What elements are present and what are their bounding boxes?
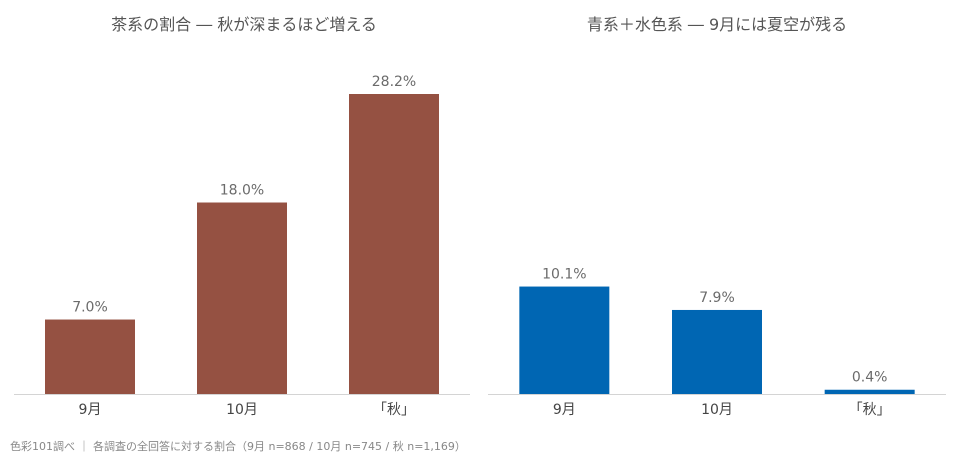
x-tick-label: 10月 [226, 402, 258, 418]
footnote: 色彩101調べ ｜ 各調査の全回答に対する割合（9月 n=868 / 10月 n… [10, 439, 466, 453]
chart-title: 青系＋水色系 ― 9月には夏空が残る [587, 15, 847, 34]
x-tick-label: 9月 [79, 402, 102, 418]
bar [519, 286, 610, 394]
bar [197, 202, 287, 394]
data-label: 10.1% [542, 267, 586, 283]
chart-title: 茶系の割合 ― 秋が深まるほど増える [111, 15, 377, 34]
data-label: 18.0% [220, 183, 264, 199]
bar [45, 319, 135, 394]
bar [672, 309, 762, 394]
x-tick-label: 9月 [553, 402, 576, 418]
chart-panel-2: 青系＋水色系 ― 9月には夏空が残る 10.1% 9月 7.9% 10月 0.4% 「秋」 [488, 15, 946, 418]
data-label: 0.4% [852, 370, 888, 386]
data-label: 7.9% [699, 290, 735, 306]
x-tick-label: 10月 [701, 402, 733, 418]
data-label: 28.2% [372, 74, 416, 90]
bar [824, 389, 915, 394]
x-tick-label: 「秋」 [849, 402, 891, 418]
x-tick-label: 「秋」 [373, 402, 415, 418]
data-label: 7.0% [72, 300, 108, 316]
chart-panel-1: 茶系の割合 ― 秋が深まるほど増える 7.0% 9月 18.0% 10月 28.2% 「秋」 [14, 15, 470, 418]
bar [349, 94, 439, 394]
